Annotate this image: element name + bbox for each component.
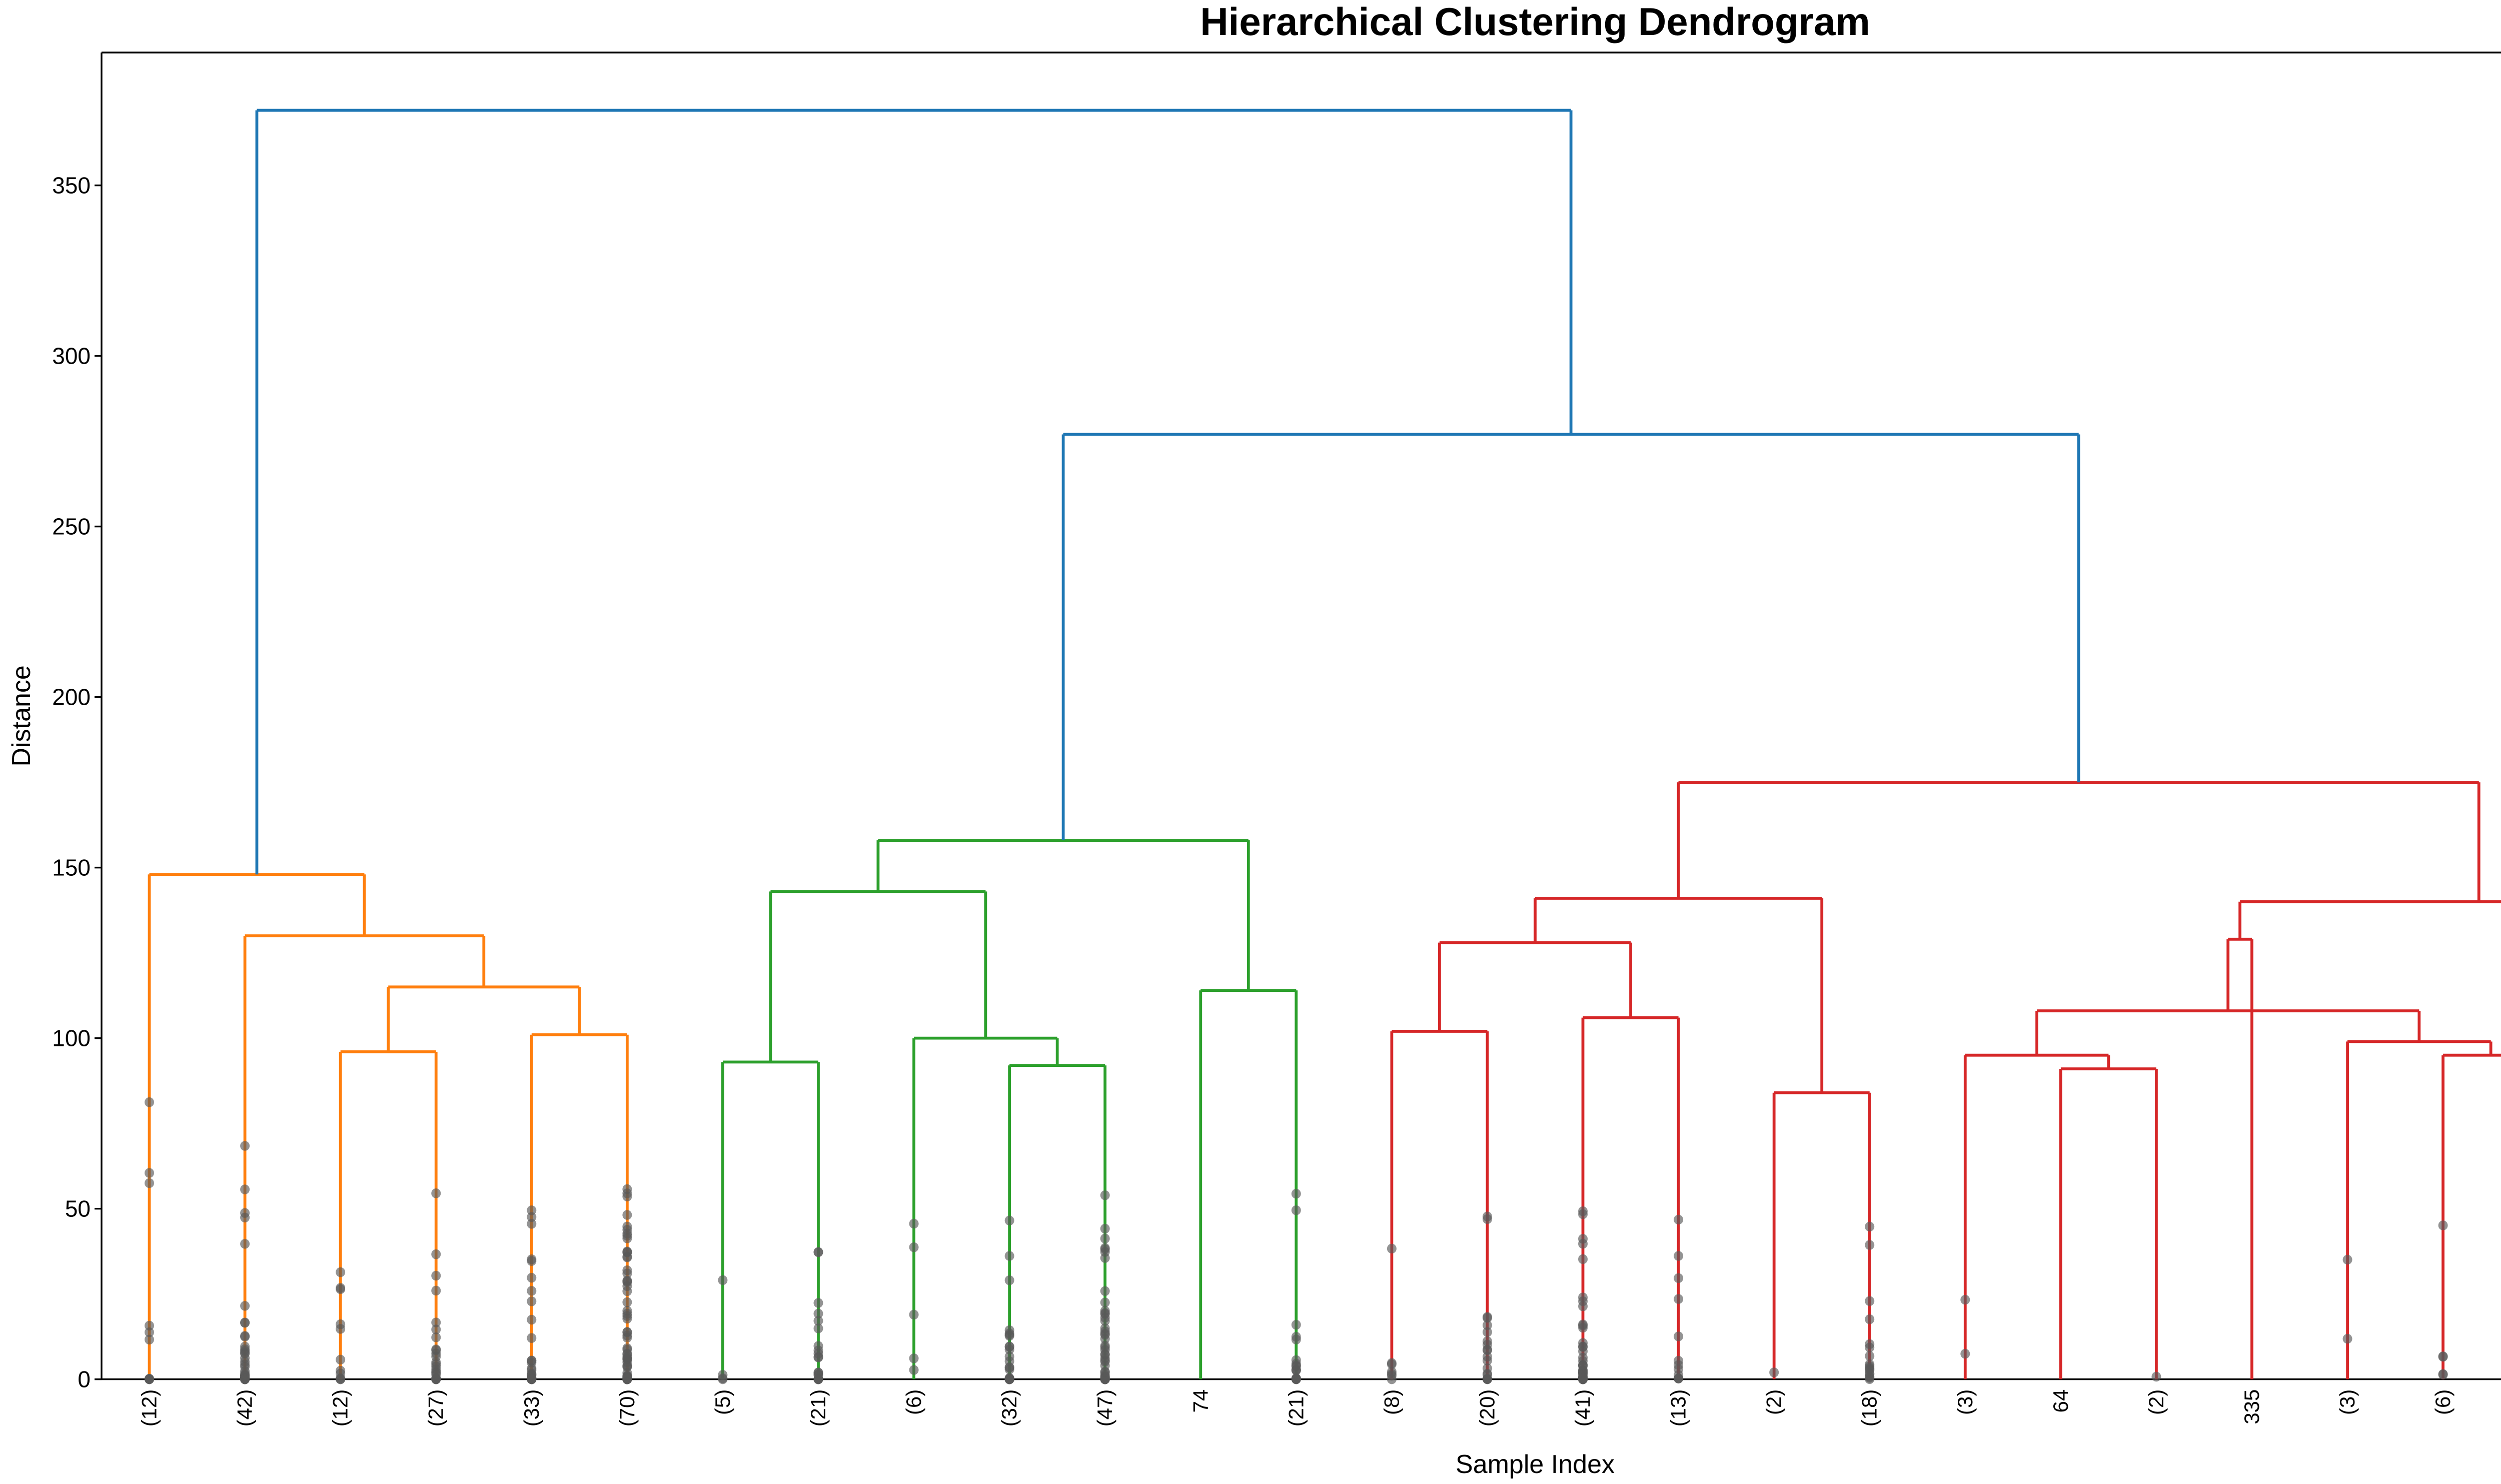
svg-text:100: 100 [52, 1025, 91, 1051]
svg-text:74: 74 [1188, 1389, 1212, 1413]
svg-text:(12): (12) [329, 1389, 352, 1427]
svg-text:(8): (8) [1380, 1389, 1403, 1415]
svg-text:(6): (6) [902, 1389, 925, 1415]
svg-text:350: 350 [52, 173, 91, 199]
svg-text:(47): (47) [1093, 1389, 1116, 1427]
svg-text:150: 150 [52, 855, 91, 881]
svg-text:(3): (3) [2335, 1389, 2359, 1415]
svg-text:(70): (70) [615, 1389, 639, 1427]
svg-text:(13): (13) [1667, 1389, 1690, 1427]
svg-text:(6): (6) [2431, 1389, 2454, 1415]
svg-text:0: 0 [78, 1366, 91, 1392]
svg-text:(27): (27) [424, 1389, 448, 1427]
svg-text:(3): (3) [1953, 1389, 1977, 1415]
svg-text:(21): (21) [1284, 1389, 1308, 1427]
svg-text:(5): (5) [711, 1389, 734, 1415]
svg-text:335: 335 [2240, 1389, 2263, 1424]
svg-text:(42): (42) [233, 1389, 257, 1427]
svg-text:(41): (41) [1571, 1389, 1595, 1427]
svg-text:200: 200 [52, 684, 91, 710]
svg-text:(20): (20) [1475, 1389, 1499, 1427]
svg-text:(32): (32) [997, 1389, 1021, 1427]
svg-text:(33): (33) [520, 1389, 543, 1427]
svg-text:(18): (18) [1858, 1389, 1881, 1427]
svg-text:Hierarchical Clustering Dendro: Hierarchical Clustering Dendrogram [1200, 0, 1870, 44]
svg-text:250: 250 [52, 514, 91, 540]
svg-text:50: 50 [65, 1196, 91, 1222]
svg-text:Distance: Distance [7, 665, 36, 766]
svg-text:Sample Index: Sample Index [1456, 1450, 1615, 1479]
svg-text:(21): (21) [806, 1389, 830, 1427]
svg-text:64: 64 [2049, 1389, 2072, 1413]
svg-text:(2): (2) [2144, 1389, 2168, 1415]
svg-text:(12): (12) [138, 1389, 161, 1427]
svg-text:300: 300 [52, 343, 91, 369]
svg-text:(2): (2) [1762, 1389, 1786, 1415]
